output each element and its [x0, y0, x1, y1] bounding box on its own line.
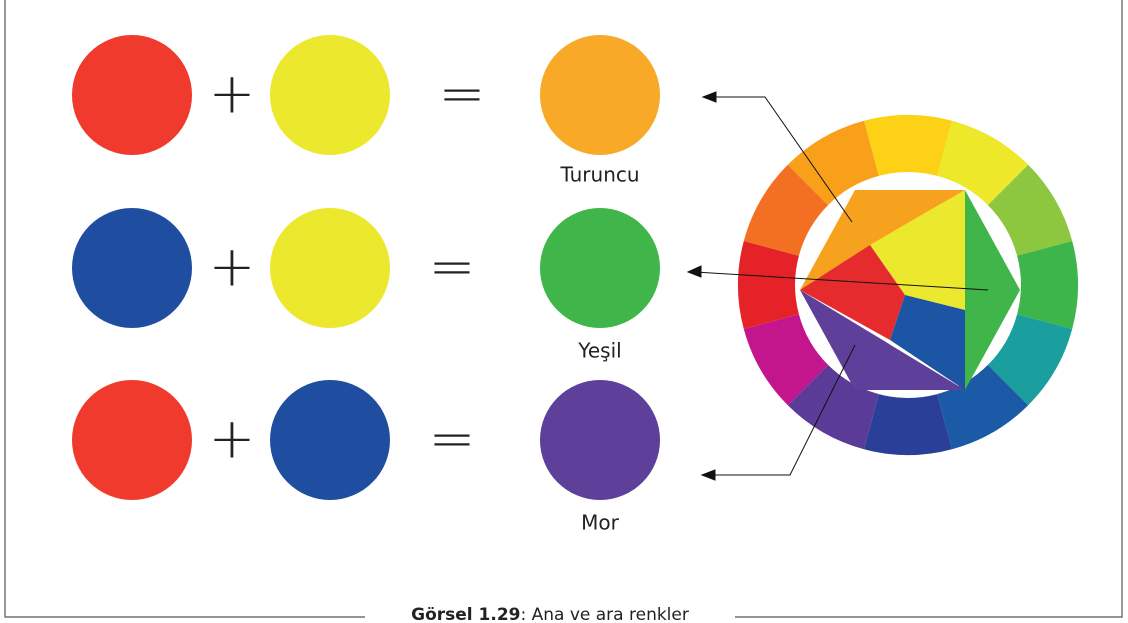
equals: =	[439, 61, 486, 126]
yellow-circle	[270, 35, 390, 155]
arrowhead	[686, 265, 702, 278]
purple-circle	[540, 380, 660, 500]
label: Yeşil	[577, 339, 621, 363]
wheel-segment	[864, 394, 952, 455]
plus: +	[209, 61, 256, 126]
purple-triangle	[800, 290, 965, 390]
color-wheel	[738, 115, 1078, 455]
wheel-segment	[937, 120, 1029, 206]
wheel-segment	[1017, 241, 1078, 329]
wheel-segment	[987, 164, 1073, 256]
arrowhead	[700, 469, 716, 481]
caption-text: : Ana ve ara renkler	[520, 605, 688, 623]
inner-shapes	[800, 190, 1020, 390]
wheel-segment	[987, 314, 1073, 406]
blue-circle	[72, 208, 192, 328]
arrow	[694, 271, 989, 291]
equals: =	[429, 406, 476, 471]
row-2: + = Yeşil	[72, 208, 660, 363]
green-circle	[540, 208, 660, 328]
plus: +	[209, 234, 256, 299]
blue-center	[890, 295, 965, 390]
row-1: + = Turuncu	[72, 35, 660, 187]
orange-circle	[540, 35, 660, 155]
wheel-segment	[738, 241, 799, 329]
wheel-segment	[864, 115, 952, 176]
yellow-circle	[270, 208, 390, 328]
wheel-segment	[743, 314, 829, 406]
arrows	[686, 91, 989, 481]
plus: +	[209, 406, 256, 471]
green-triangle	[965, 190, 1020, 390]
wheel-segment	[787, 120, 879, 206]
red-circle	[72, 35, 192, 155]
blue-circle	[270, 380, 390, 500]
red-center	[800, 245, 905, 340]
caption: Görsel 1.29: Ana ve ara renkler	[411, 605, 689, 623]
row-3: + = Mor	[72, 380, 660, 535]
arrow	[708, 96, 853, 223]
wheel-segment	[743, 164, 829, 256]
red-circle	[72, 380, 192, 500]
label: Mor	[581, 511, 619, 535]
frame	[4, 0, 1123, 618]
arrowhead	[701, 91, 717, 103]
yellow-center	[870, 190, 965, 310]
caption-number: Görsel 1.29	[411, 605, 520, 623]
arrow	[707, 344, 856, 476]
equals: =	[429, 234, 476, 299]
label: Turuncu	[559, 163, 639, 187]
